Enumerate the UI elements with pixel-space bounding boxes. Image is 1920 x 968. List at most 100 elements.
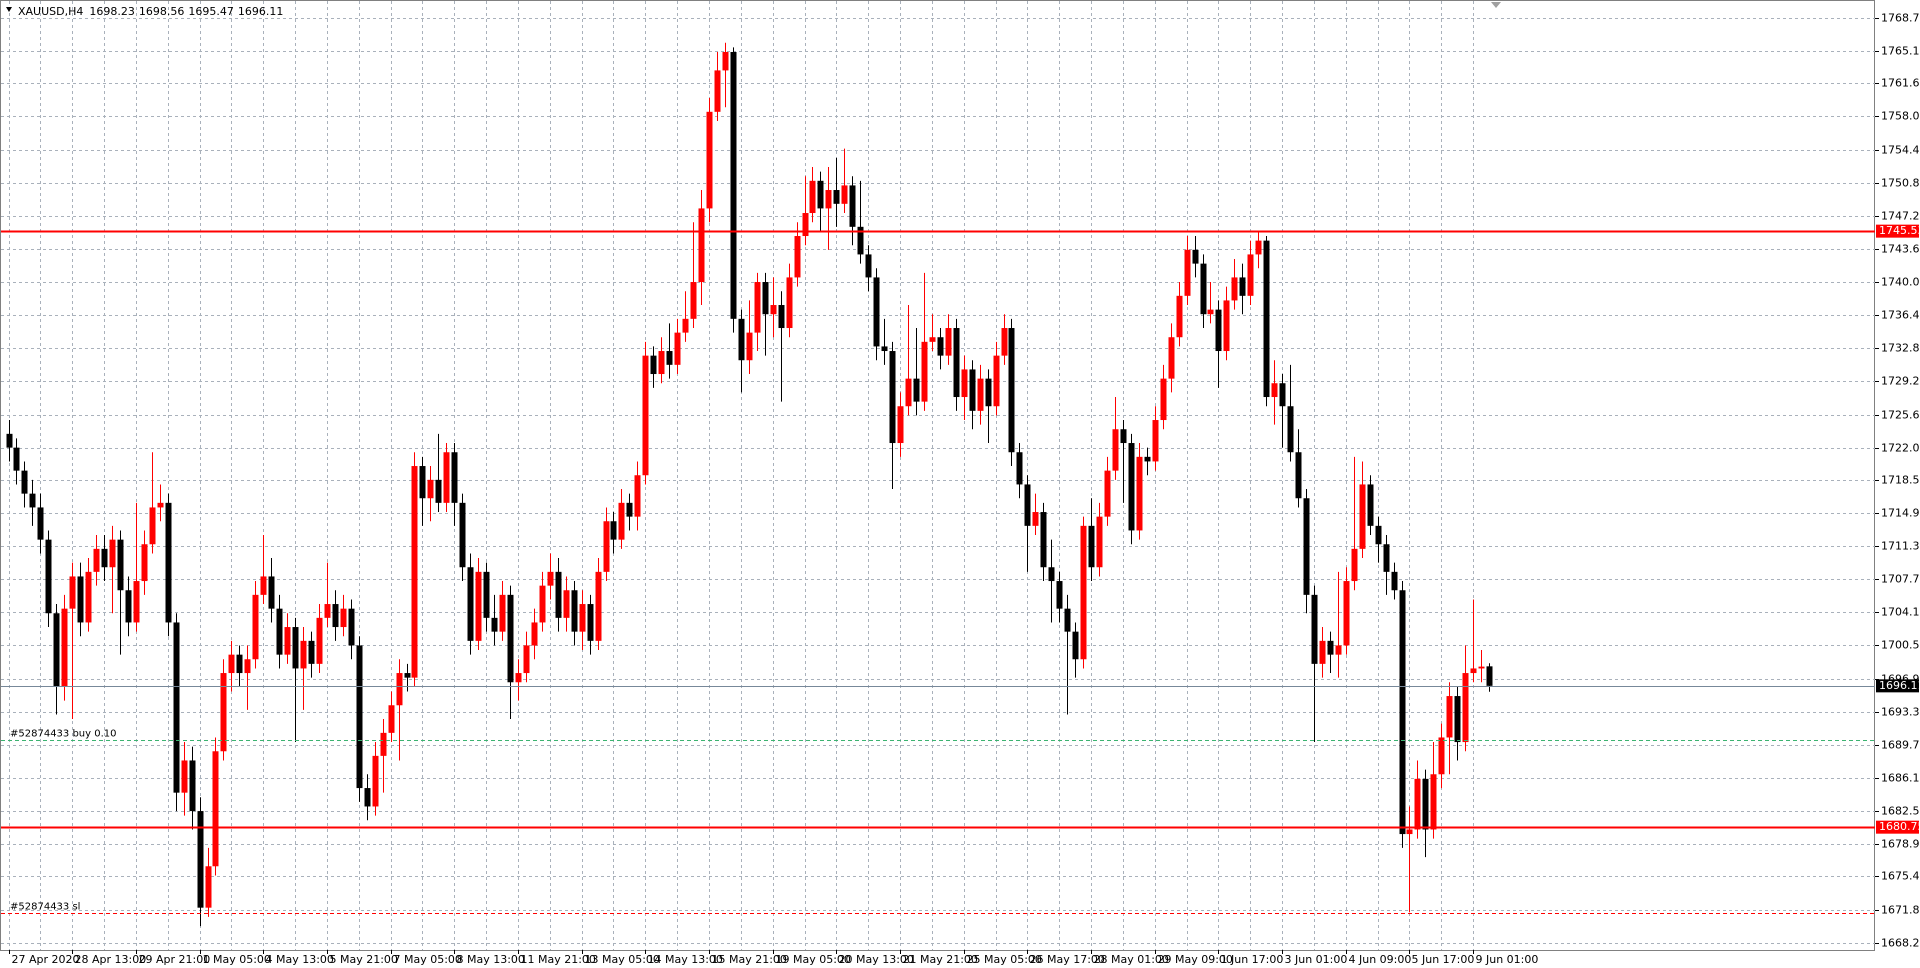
candle-body	[1200, 263, 1207, 315]
y-tick-label: 1678.90	[1881, 838, 1920, 851]
level-label: 1745.53	[1879, 224, 1920, 237]
candle-body	[1367, 484, 1374, 526]
x-tick-label: 14 May 13:00	[648, 953, 723, 966]
x-tick-label: 5 Jun 17:00	[1412, 953, 1475, 966]
candle-body	[93, 548, 100, 572]
candle-body	[1343, 581, 1350, 646]
y-tick-label: 1707.70	[1881, 573, 1920, 586]
candle-body	[332, 604, 339, 628]
y-tick-label: 1754.40	[1881, 144, 1920, 157]
header-close: 1696.11	[238, 5, 284, 18]
header-open: 1698.23	[89, 5, 135, 18]
candle-body	[157, 502, 164, 508]
candle-body	[579, 604, 586, 632]
x-tick-label: 21 May 21:00	[903, 953, 978, 966]
candle-body	[308, 640, 315, 664]
candle-body	[411, 466, 418, 678]
candle-body	[1032, 512, 1039, 526]
candle-body	[945, 328, 952, 356]
candle-body	[1462, 673, 1469, 743]
x-tick-label: 19 May 05:00	[776, 953, 851, 966]
candle-body	[1303, 498, 1310, 595]
candle-body	[905, 378, 912, 407]
candle-body	[626, 502, 633, 517]
candle-body	[252, 594, 259, 660]
level-box	[1876, 224, 1919, 238]
candle-body	[1263, 240, 1270, 398]
candle-body	[427, 479, 434, 499]
candle-body	[762, 282, 769, 315]
candle-body	[1255, 240, 1262, 255]
x-tick-label: 11 May 21:00	[521, 953, 596, 966]
candle-body	[1152, 420, 1159, 462]
y-tick-label: 1729.20	[1881, 375, 1920, 388]
candle-body	[1247, 254, 1254, 296]
x-tick-label: 9 Jun 01:00	[1476, 953, 1539, 966]
header-low: 1695.47	[188, 5, 234, 18]
candle-body	[133, 581, 140, 623]
candle-body	[1088, 525, 1095, 568]
level-label: 1680.75	[1879, 820, 1920, 833]
candle-body	[181, 760, 188, 793]
candle-body	[1080, 525, 1087, 660]
y-tick-label: 1725.60	[1881, 409, 1920, 422]
candle-body	[1024, 484, 1031, 526]
candle-body	[738, 318, 745, 361]
candle-body	[953, 328, 960, 398]
candle-body	[13, 447, 20, 471]
candle-body	[1422, 778, 1429, 830]
candle-body	[754, 282, 761, 333]
candle-body	[1001, 328, 1008, 356]
order-label: #52874433 buy 0.10	[10, 729, 117, 740]
candle-body	[1040, 512, 1047, 568]
candle-body	[459, 502, 466, 568]
y-tick-label: 1747.20	[1881, 210, 1920, 223]
candle-body	[1271, 383, 1278, 398]
candle-body	[197, 811, 204, 908]
candle-body	[1223, 300, 1230, 352]
x-tick-label: 5 May 21:00	[330, 953, 398, 966]
candle-body	[1072, 631, 1079, 660]
candle-body	[1279, 383, 1286, 407]
candle-body	[849, 185, 856, 227]
candle-body	[1351, 548, 1358, 582]
candle-body	[483, 571, 490, 618]
candle-body	[1454, 696, 1461, 743]
candle-body	[300, 640, 307, 669]
candle-body	[348, 608, 355, 646]
candle-body	[467, 567, 474, 641]
candle-body	[1406, 829, 1413, 835]
candle-body	[53, 613, 60, 687]
candle-body	[205, 866, 212, 908]
candle-body	[706, 111, 713, 209]
plot-frame	[0, 0, 1875, 951]
candle-body	[1414, 778, 1421, 830]
candle-body	[165, 502, 172, 623]
candle-body	[1207, 309, 1214, 315]
header-high: 1698.56	[139, 5, 185, 18]
y-tick-label: 1722.00	[1881, 442, 1920, 455]
y-tick-label: 1736.40	[1881, 309, 1920, 322]
candle-body	[380, 732, 387, 756]
candle-body	[1287, 406, 1294, 453]
candle-body	[6, 433, 13, 448]
candle-body	[1104, 470, 1111, 517]
candle-body	[730, 52, 737, 319]
level-box	[1876, 820, 1919, 834]
candle-body	[419, 466, 426, 499]
shift-marker	[1491, 2, 1501, 8]
candle-body	[212, 751, 219, 867]
candle-body	[21, 470, 28, 494]
candle-body	[1311, 594, 1318, 664]
candle-body	[1048, 567, 1055, 582]
candle-body	[666, 351, 673, 365]
candle-body	[1056, 581, 1063, 609]
candle-body	[1319, 640, 1326, 664]
candle-body	[268, 576, 275, 609]
candle-body	[650, 355, 657, 375]
candle-body	[340, 608, 347, 628]
y-tick-label: 1675.40	[1881, 870, 1920, 883]
candle-body	[618, 502, 625, 540]
candle-body	[1383, 544, 1390, 572]
candle-body	[610, 521, 617, 540]
